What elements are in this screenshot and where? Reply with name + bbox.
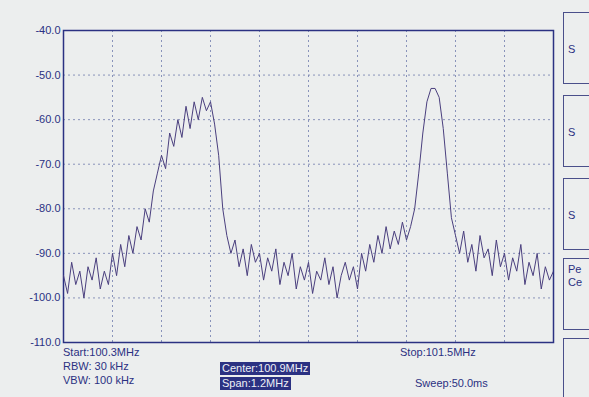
svg-text:-100.0: -100.0 (29, 291, 60, 303)
svg-text:-110.0: -110.0 (30, 336, 60, 348)
svg-text:-80.0: -80.0 (35, 202, 60, 214)
svg-text:-70.0: -70.0 (35, 158, 60, 170)
svg-text:-40.0: -40.0 (35, 24, 60, 36)
html-text:Ce: Ce (568, 276, 583, 288)
html-text:VBW: 100 kHz: VBW: 100 kHz (63, 374, 135, 386)
html-text:S: S (568, 126, 576, 138)
html-text:Span:1.2MHz: Span:1.2MHz (222, 377, 289, 389)
svg-text:-60.0: -60.0 (35, 113, 60, 125)
html-text:Sweep:50.0ms: Sweep:50.0ms (415, 377, 488, 389)
html-text:RBW: 30 kHz: RBW: 30 kHz (63, 360, 129, 372)
html-text:Start:100.3MHz: Start:100.3MHz (63, 346, 140, 358)
html-text:Center:100.9MHz: Center:100.9MHz (222, 362, 309, 374)
svg-text:-50.0: -50.0 (35, 69, 60, 81)
html-text:S: S (568, 43, 576, 55)
html-text:Pe: Pe (568, 263, 582, 275)
svg-text:-90.0: -90.0 (35, 247, 60, 259)
html-text:Stop:101.5MHz: Stop:101.5MHz (400, 346, 476, 358)
html-text:S: S (568, 209, 576, 221)
